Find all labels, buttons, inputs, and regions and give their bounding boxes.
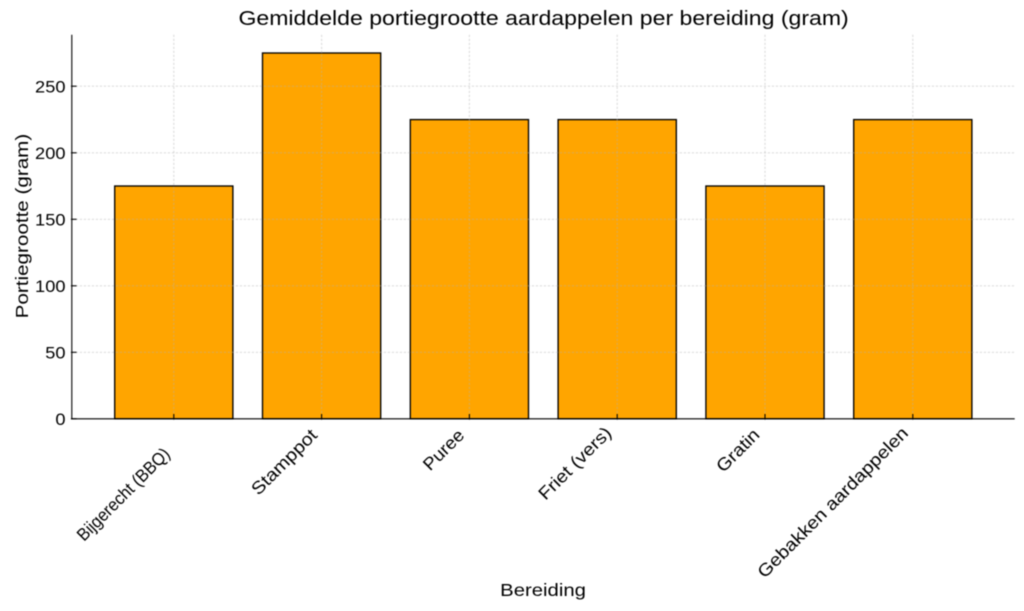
svg-text:Bereiding: Bereiding [500,581,586,600]
svg-text:250: 250 [35,78,65,97]
svg-text:100: 100 [35,277,65,296]
svg-text:200: 200 [35,144,65,163]
svg-text:Portiegrootte (gram): Portiegrootte (gram) [13,134,32,319]
svg-text:0: 0 [55,410,65,429]
svg-text:Gemiddelde portiegrootte aarda: Gemiddelde portiegrootte aardappelen per… [238,6,848,29]
svg-text:50: 50 [45,344,65,363]
svg-text:150: 150 [35,211,65,230]
